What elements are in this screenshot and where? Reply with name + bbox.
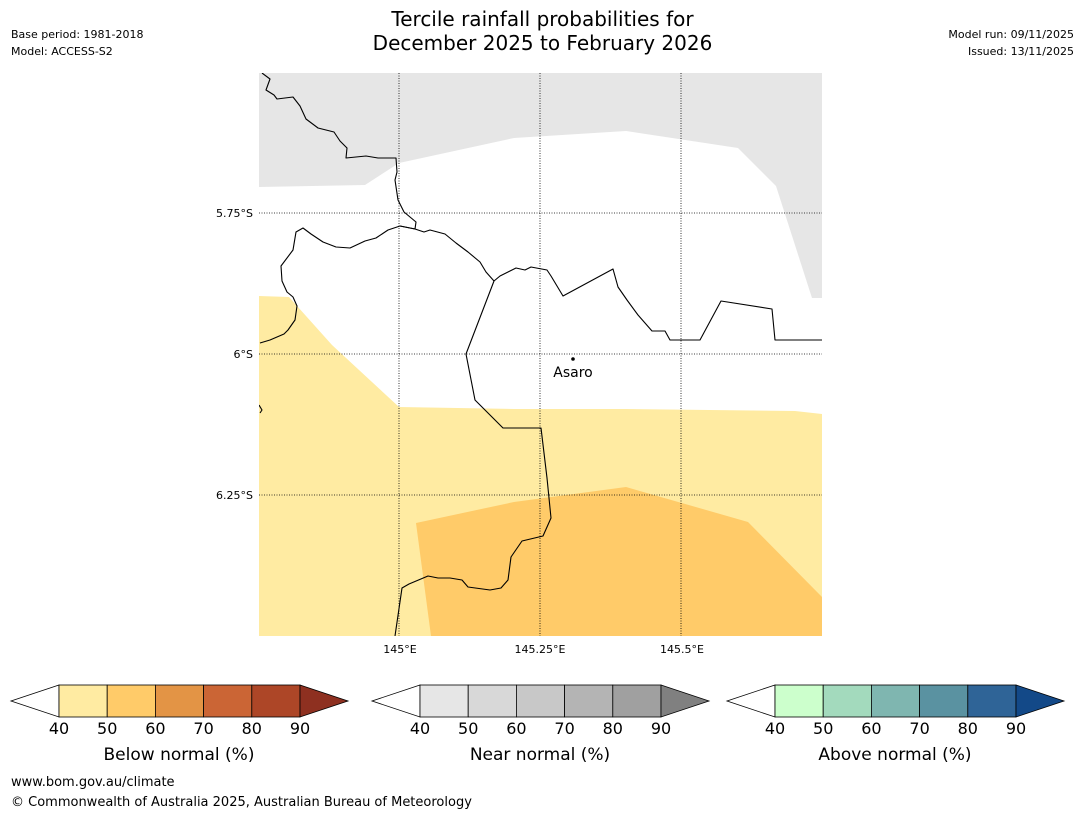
colorbar-near-tick-1: 50: [458, 719, 478, 738]
title-line-1: Tercile rainfall probabilities for: [391, 7, 694, 31]
colorbar-near-cell-2: [516, 684, 566, 718]
asaro-marker: [571, 357, 575, 361]
colorbar-above-cell-3: [919, 684, 969, 718]
border-line-international: [394, 280, 552, 636]
colorbar-below-tick-4: 80: [242, 719, 262, 738]
colorbar-below-tick-5: 90: [290, 719, 310, 738]
lon-label-145: 145°E: [383, 643, 416, 656]
colorbar-above-cell-1: [822, 684, 872, 718]
colorbar-label-near: Near normal (%): [469, 745, 611, 765]
model-name: Model: ACCESS-S2: [11, 45, 113, 58]
colorbars: 40 50 60 70 80 90 40 50 60 70 80 90 40 50 60 70 80 90: [9, 684, 1066, 738]
place-label-asaro: Asaro: [553, 365, 592, 381]
near-normal-region: [259, 73, 822, 298]
colorbar-below-tick-2: 60: [145, 719, 165, 738]
footer-copyright: © Commonwealth of Australia 2025, Austra…: [11, 795, 472, 810]
colorbar-near-cell-0: [419, 684, 469, 718]
colorbar-near-over-tip: [660, 684, 711, 718]
footer-url: www.bom.gov.au/climate: [11, 775, 175, 790]
border-line-main: [399, 225, 822, 341]
colorbar-near-tick-5: 90: [651, 719, 671, 738]
colorbar-below-tick-3: 70: [193, 719, 213, 738]
border-line-west-fragment: [259, 404, 263, 414]
colorbar-below-tick-1: 50: [97, 719, 117, 738]
colorbar-near-cell-4: [612, 684, 662, 718]
colorbar-near-tick-3: 70: [554, 719, 574, 738]
colorbar-above-tick-3: 70: [909, 719, 929, 738]
title-line-2: December 2025 to February 2026: [372, 31, 713, 55]
colorbar-above-over-tip: [1015, 684, 1066, 718]
colorbar-near-tick-0: 40: [410, 719, 430, 738]
base-period: Base period: 1981-2018: [11, 28, 144, 41]
lat-label-6-25: 6.25°S: [216, 489, 253, 502]
colorbar-above-cell-4: [967, 684, 1017, 718]
colorbar-label-below: Below normal (%): [103, 745, 255, 765]
colorbar-above-cell-0: [774, 684, 824, 718]
lon-label-145-25: 145.25°E: [515, 643, 566, 656]
colorbar-above-tick-2: 60: [861, 719, 881, 738]
colorbar-below-tick-0: 40: [49, 719, 69, 738]
colorbar-label-above: Above normal (%): [818, 745, 972, 765]
map-area: [259, 73, 822, 636]
below-normal-50-60-region: [416, 487, 822, 636]
colorbar-below-cell-1: [106, 684, 156, 718]
colorbar-below-cell-3: [203, 684, 253, 718]
colorbar-above-cell-2: [871, 684, 921, 718]
meta-left: Base period: 1981-2018 Model: ACCESS-S2: [11, 26, 143, 60]
colorbar-below-cell-0: [58, 684, 108, 718]
issued-date: Issued: 13/11/2025: [967, 45, 1074, 58]
colorbar-near-cell-3: [564, 684, 614, 718]
colorbar-near-tick-4: 80: [603, 719, 623, 738]
border-lines: [259, 73, 822, 636]
map-title: Tercile rainfall probabilities for Decem…: [0, 7, 1085, 55]
colorbar-above-tick-4: 80: [958, 719, 978, 738]
colorbar-near-tick-2: 60: [506, 719, 526, 738]
colorbar-near-cell-1: [467, 684, 517, 718]
colorbar-below-cell-2: [154, 684, 204, 718]
colorbar-above-tick-0: 40: [765, 719, 785, 738]
colorbar-above-tick-1: 50: [813, 719, 833, 738]
colorbar-above-tick-5: 90: [1006, 719, 1026, 738]
colorbar-below-under-tip: [9, 684, 60, 718]
colorbar-near-under-tip: [370, 684, 421, 718]
model-run: Model run: 09/11/2025: [948, 28, 1074, 41]
lat-label-6: 6°S: [234, 348, 253, 361]
meta-right: Model run: 09/11/2025 Issued: 13/11/2025: [948, 26, 1074, 60]
lat-label-5-75: 5.75°S: [216, 207, 253, 220]
lon-label-145-5: 145.5°E: [660, 643, 704, 656]
colorbar-below-cell-4: [251, 684, 301, 718]
colorbar-above-under-tip: [725, 684, 776, 718]
colorbar-below-over-tip: [299, 684, 350, 718]
